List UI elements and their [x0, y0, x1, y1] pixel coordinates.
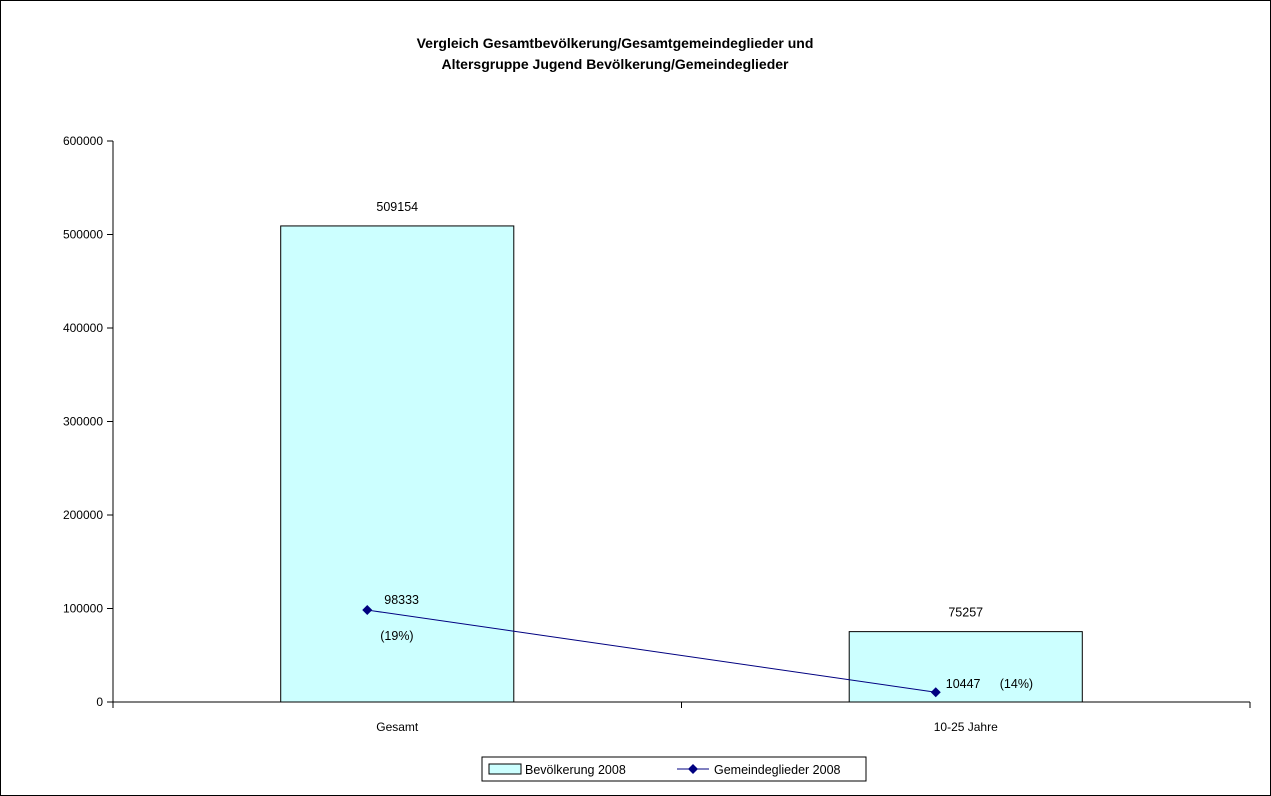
line-point-marker — [362, 605, 373, 616]
bar-data-label: 75257 — [948, 606, 983, 620]
legend-swatch-bar — [488, 763, 522, 775]
line-point-marker — [930, 687, 941, 698]
legend-swatch-marker — [688, 764, 698, 774]
bar-series: 509154 75257 — [280, 200, 1083, 703]
y-tick-label: 500000 — [63, 228, 103, 242]
bar — [848, 631, 1083, 703]
line-percent-label: (19%) — [380, 629, 413, 643]
line-percent-label: (14%) — [1000, 677, 1033, 691]
y-tick-label: 0 — [96, 695, 103, 709]
bar-data-label: 509154 — [376, 200, 418, 214]
bar — [280, 225, 515, 703]
legend-label: Bevölkerung 2008 — [525, 763, 626, 777]
chart-title-line: Altersgruppe Jugend Bevölkerung/Gemeinde… — [442, 56, 790, 72]
series-line — [367, 609, 936, 693]
y-tick-label: 200000 — [63, 508, 103, 522]
y-tick-label: 100000 — [63, 602, 103, 616]
legend-label: Gemeindeglieder 2008 — [714, 763, 841, 777]
x-tick-label: 10-25 Jahre — [934, 720, 998, 734]
y-tick-label: 300000 — [63, 415, 103, 429]
chart-title: Vergleich Gesamtbevölkerung/Gesamtgemein… — [417, 35, 814, 72]
line-series: 98333 (19%) 10447 (14%) — [362, 593, 1033, 698]
legend-box — [481, 756, 867, 782]
line-data-label: 98333 — [384, 593, 419, 607]
chart-title-line: Vergleich Gesamtbevölkerung/Gesamtgemein… — [417, 35, 814, 51]
legend: Bevölkerung 2008 Gemeindeglieder 2008 — [481, 756, 867, 782]
y-tick-label: 600000 — [63, 134, 103, 148]
line-data-label: 10447 — [946, 677, 981, 691]
y-tick-label: 400000 — [63, 321, 103, 335]
x-tick-label: Gesamt — [376, 720, 419, 734]
